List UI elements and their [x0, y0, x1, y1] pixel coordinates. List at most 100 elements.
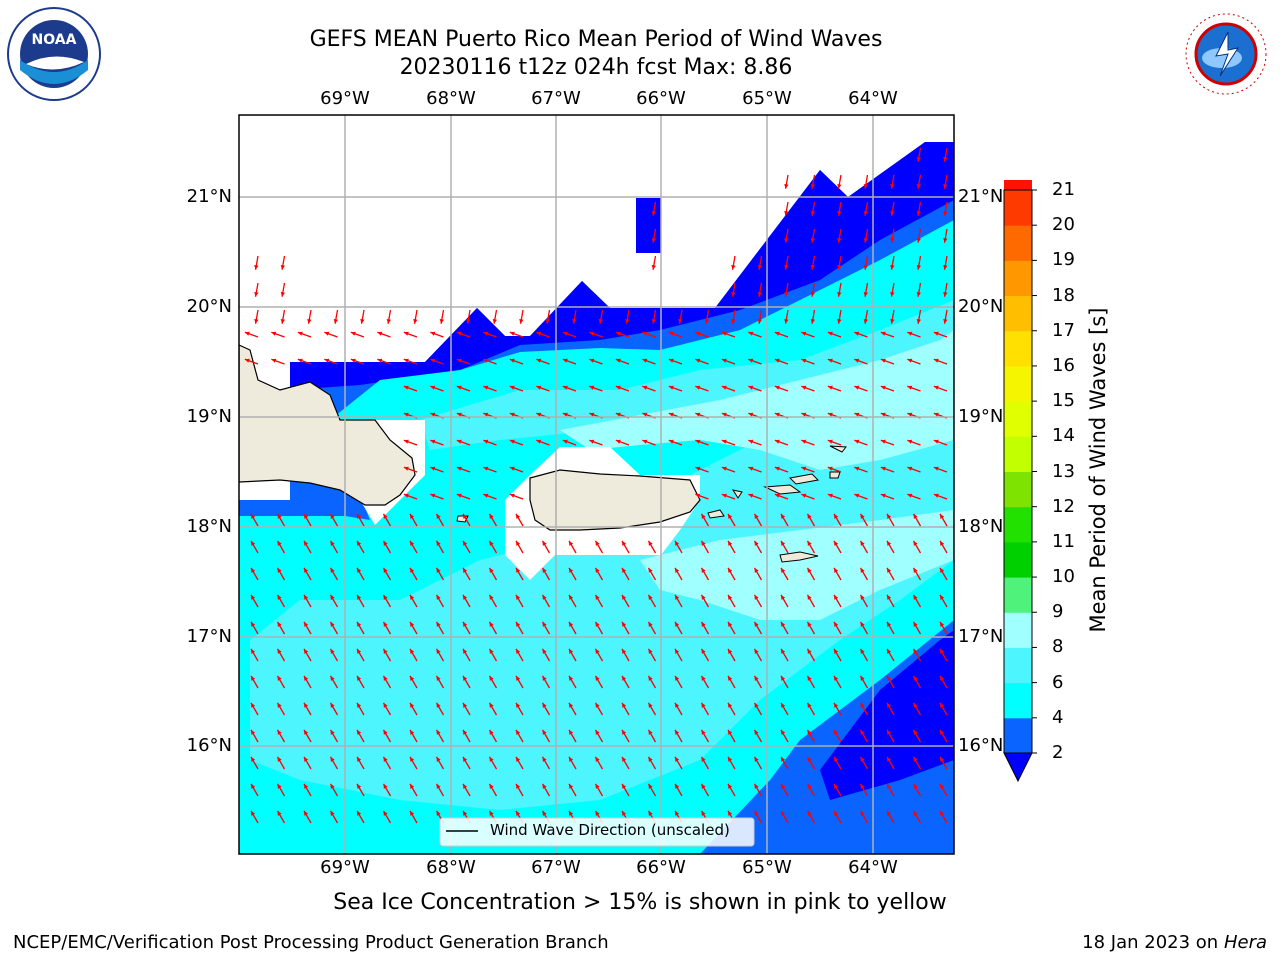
lat-tick-label: 17°N: [958, 626, 1002, 647]
wind-arrow: [541, 621, 551, 635]
wind-arrow: [409, 783, 418, 797]
wind-arrow: [409, 675, 418, 689]
wind-arrow: [854, 385, 868, 392]
wind-arrow: [721, 385, 736, 392]
wind-arrow: [356, 540, 365, 554]
wind-arrow: [748, 466, 762, 473]
wind-arrow: [933, 466, 948, 473]
wind-arrow: [562, 439, 577, 446]
wind-arrow: [382, 702, 392, 716]
wind-arrow: [757, 282, 763, 297]
wind-arrow: [753, 675, 763, 689]
wind-arrow: [854, 439, 868, 446]
wind-arrow: [700, 621, 710, 635]
wind-arrow: [827, 466, 842, 473]
wind-arrow: [651, 228, 657, 243]
colorbar-tick-label: 4: [1052, 706, 1064, 728]
map-legend: [439, 817, 755, 847]
wind-arrow: [780, 648, 789, 662]
lon-tick-label: 65°W: [742, 88, 792, 109]
wind-arrow: [678, 309, 683, 324]
wind-arrow: [594, 540, 604, 554]
wind-arrow: [615, 358, 630, 365]
colorbar-tick-label: 19: [1052, 249, 1075, 271]
wind-arrow: [890, 174, 895, 189]
wind-arrow: [568, 540, 577, 554]
wind-arrow: [382, 594, 392, 608]
wind-arrow: [806, 594, 816, 608]
wind-arrow: [916, 282, 922, 297]
wind-arrow: [430, 385, 444, 392]
wind-arrow: [536, 385, 550, 392]
lon-tick-label: 69°W: [320, 88, 370, 109]
wind-arrow: [810, 228, 816, 243]
wind-arrow: [509, 331, 524, 338]
wind-arrow: [774, 331, 789, 338]
wind-arrow: [886, 594, 895, 608]
wind-arrow: [833, 594, 842, 608]
wind-arrow: [833, 729, 842, 743]
wind-arrow: [727, 756, 736, 770]
wind-arrow: [515, 513, 524, 527]
wind-arrow: [621, 756, 630, 770]
wind-arrow: [806, 648, 816, 662]
wind-arrow: [668, 358, 683, 365]
colorbar-segment: [1004, 225, 1032, 261]
wind-arrow: [916, 309, 922, 324]
wind-arrow: [727, 675, 736, 689]
wind-arrow: [827, 358, 842, 365]
colorbar-tick-label: 13: [1052, 460, 1075, 482]
wind-arrow: [568, 702, 577, 716]
wind-arrow: [731, 309, 736, 324]
wind-arrow: [303, 621, 312, 635]
wind-arrow: [880, 358, 895, 365]
wind-arrow: [403, 493, 418, 500]
wind-arrow: [674, 756, 683, 770]
wind-arrow: [774, 385, 789, 392]
lat-tick-label: 19°N: [186, 406, 232, 427]
wind-arrow: [254, 255, 259, 270]
wind-arrow: [674, 621, 683, 635]
wind-arrow: [833, 675, 842, 689]
wind-arrow: [916, 174, 922, 189]
footer-host: Hera: [1223, 932, 1267, 953]
wind-arrow: [594, 594, 604, 608]
wind-arrow: [912, 513, 922, 527]
wind-arrow: [462, 702, 471, 716]
colorbar-segment: [1004, 577, 1032, 613]
wind-arrow: [721, 439, 736, 446]
wind-arrow: [276, 810, 286, 824]
wind-arrow: [382, 729, 392, 743]
wind-arrow: [462, 513, 471, 527]
wind-arrow: [647, 540, 657, 554]
wind-arrow: [435, 702, 445, 716]
wind-arrow: [621, 648, 630, 662]
wind-arrow: [784, 282, 789, 297]
wind-arrow: [806, 756, 816, 770]
wind-arrow: [276, 540, 286, 554]
colorbar-segment: [1004, 506, 1032, 543]
wind-arrow: [382, 810, 392, 824]
period-band-8-9b: [640, 510, 954, 620]
wind-arrow: [572, 309, 577, 324]
wind-arrow: [780, 702, 789, 716]
wind-arrow: [488, 756, 498, 770]
wind-arrow: [462, 729, 471, 743]
wind-arrow: [784, 201, 789, 216]
wind-arrow: [801, 493, 815, 500]
wind-arrow: [456, 493, 471, 500]
wind-arrow: [859, 756, 869, 770]
wind-arrow: [303, 810, 312, 824]
wind-arrow: [880, 385, 895, 392]
wind-arrow: [594, 648, 604, 662]
wind-arrow: [753, 648, 763, 662]
colorbar-tick-label: 2: [1052, 742, 1064, 763]
wind-arrow: [700, 783, 710, 797]
wind-arrow: [753, 756, 763, 770]
wind-arrow: [753, 729, 763, 743]
wind-arrow: [254, 282, 259, 297]
wind-arrow: [695, 385, 709, 392]
colorbar-tick-label: 21: [1052, 179, 1075, 200]
wind-arrow: [700, 756, 710, 770]
wind-arrow: [674, 594, 683, 608]
